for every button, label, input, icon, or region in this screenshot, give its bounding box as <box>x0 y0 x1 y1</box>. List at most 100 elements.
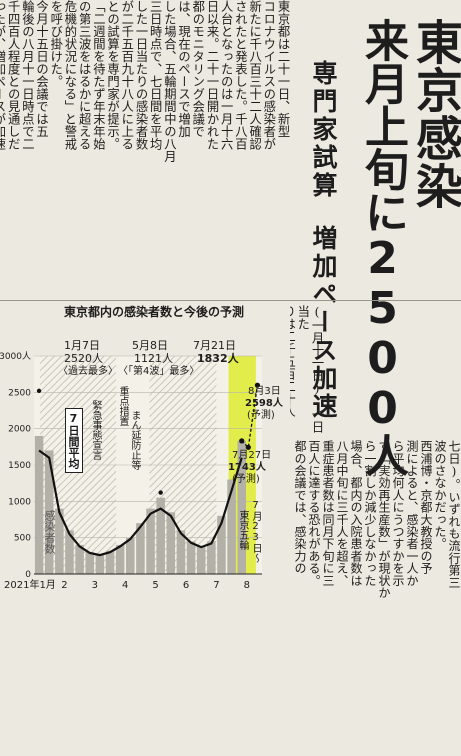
line-seven-day-average <box>38 449 243 557</box>
bar-cases <box>196 546 206 574</box>
annotation-jul27-date: 7月27日 <box>232 450 272 461</box>
bar-cases <box>146 508 155 574</box>
x-tick-label: 4 <box>122 580 128 591</box>
data-point <box>254 382 261 388</box>
bar-cases <box>65 530 74 574</box>
data-point-may8 <box>158 490 163 495</box>
columns_top-line: されたと発表した。千八百 <box>233 0 248 150</box>
bar-cases <box>95 554 105 574</box>
columns_top-line: 「二週間を待たず年末年始 <box>91 0 106 150</box>
columns_top-line: 輪後の八月十一日時点で二 <box>20 0 35 150</box>
label-cases-series: 感染者数 <box>43 510 56 554</box>
data-point-jan7 <box>36 388 42 394</box>
columns_top-line: 都のモニタリング会議で <box>190 0 205 138</box>
columns_top-line: は、現在のペースで増加 <box>176 0 191 138</box>
columns_top-line: 危機的状況になる」と警戒 <box>62 0 77 150</box>
columns_bottom-line: 八月中旬に三千人を超え、 <box>335 440 349 587</box>
bar-cases <box>207 541 216 574</box>
columns_bottom-line: 重症患者数は同月下旬に三 <box>321 440 335 587</box>
bar-cases <box>126 537 135 574</box>
columns_top-line: 日以来。二十一日開かれた <box>204 0 219 150</box>
annotation-jan7-note: 〈過去最多〉 <box>58 366 118 377</box>
columns_bottom-line: 都の会議では、感染力の <box>293 440 307 575</box>
bar-cases <box>115 544 125 574</box>
article-body-bottom: 七日)。いずれも流行第三 波のさなかだった。 西浦博・京都大教授の予 測によると、感染… <box>293 440 461 756</box>
columns_bottom-line: ら平均何人にうつすかを示 <box>391 440 405 587</box>
y-tick-label: 1500 <box>8 461 31 471</box>
y-tick-label: 2500 <box>8 388 31 398</box>
headline-sub-1: 専門家試算 <box>309 60 338 200</box>
bar-cases <box>227 479 236 574</box>
x-tick-label: 6 <box>183 580 189 591</box>
bar-cases <box>217 515 226 574</box>
y-tick-label: 0 <box>25 570 31 580</box>
seven-day-average-label: 7日間平均 <box>65 408 83 473</box>
columns_top-line: との試算を専門家が提示。 <box>105 0 120 150</box>
y-tick-label: 2000 <box>8 425 31 435</box>
annotation-jul21-date: 7月21日 <box>193 339 236 352</box>
separator <box>0 300 461 301</box>
annotation-aug3-value: 2598人 <box>245 398 283 409</box>
x-tick-label: 8 <box>244 580 250 591</box>
y-tick-label: 3000人 <box>0 351 31 362</box>
label-manen-boshi: まん延防止等 <box>129 410 140 470</box>
bar-cases <box>136 523 145 574</box>
columns_bottom-line: 波のさなかだった。 <box>433 440 447 550</box>
x-tick-label: 3 <box>92 580 98 591</box>
columns_top-line: 今月十五日の会議では五 <box>34 0 49 138</box>
bar-cases <box>176 530 186 574</box>
bar-cases <box>166 512 176 574</box>
data-point <box>239 438 245 444</box>
annotation-aug3-date: 8月3日 <box>248 386 281 397</box>
line-forecast <box>241 385 259 449</box>
columns_top-line: ったが、増加ペースが加速 <box>0 0 6 150</box>
label-olympics-date: 7月23日〜 <box>250 500 261 563</box>
x-tick-label: 5 <box>152 580 158 591</box>
columns_top-line: した一日当たりの感染者数 <box>133 0 148 150</box>
bar-cases <box>85 552 94 574</box>
bar-cases <box>55 508 64 574</box>
annotation-aug3-note: (予測) <box>247 410 275 421</box>
columns_top-line: が二千五百九十八人に上る <box>119 0 134 150</box>
article-body-mid: (一月十一日)、一日当た りは二千五百二十人(一月 <box>290 305 324 435</box>
columns_top-line: の第三波をはるかに超える <box>77 0 92 150</box>
columns_bottom-line: 西浦博・京都大教授の予 <box>419 440 433 575</box>
annotation-may8-date: 5月8日 <box>132 339 168 352</box>
columns_top-line: 東京都は二十一日、新型 <box>276 0 290 138</box>
annotation-jul27-value: 1743人 <box>228 462 266 473</box>
bar-cases <box>44 450 54 574</box>
chart-title: 東京都内の感染者数と今後の予測 <box>63 305 244 319</box>
x-tick-label: 2021年1月 <box>4 578 56 591</box>
columns_bottom-line: 測によると、感染者一人か <box>405 440 419 587</box>
headline-sub-2: 増加ペース加速 <box>309 225 338 421</box>
headline-main-2: 来月上旬に2500人 <box>357 18 408 476</box>
annotation-jul27-note: (予測) <box>232 474 260 485</box>
label-priority-measures: 重点措置 <box>117 386 128 426</box>
x-tick-label: 7 <box>213 580 219 591</box>
data-point <box>245 444 251 450</box>
columns_bottom-line: ら一割しか減少しなかった <box>363 440 377 587</box>
x-tick-label: 2 <box>61 580 67 591</box>
annotation-may8-value: 1121人 <box>134 352 173 365</box>
columns_top-line: した場合、五輪期間中の八月 <box>162 0 177 163</box>
columns_top-line: を呼び掛けた。 <box>48 0 63 88</box>
bar-cases <box>186 541 196 574</box>
columns_top-line: 新たに千八百三十二人確認 <box>247 0 262 150</box>
y-tick-label: 1000 <box>8 497 31 507</box>
headline-main-1: 東京感染 <box>407 18 461 210</box>
columns_top-line: 千四百人程度との見通しだ <box>6 0 21 150</box>
bar-cases <box>156 497 165 574</box>
columns_top-line: 人台となったのは一月十六 <box>219 0 234 150</box>
label-olympics: 東京五輪 <box>237 510 248 550</box>
bar-cases <box>105 550 115 574</box>
columns_bottom-line: 場合、都内の入院患者数は <box>349 440 363 587</box>
columns_top-line: 三日時点で、七日間を平均 <box>148 0 163 150</box>
columns_bottom-line: す「実効再生産数」が現状か <box>377 440 391 599</box>
bar-cases <box>237 440 246 574</box>
article-body-top: 東京都は二十一日、新型 コロナウイルスの感染者が 新たに千八百三十二人確認 されたと発… <box>0 0 290 300</box>
bar-cases <box>75 544 84 574</box>
annotation-jan7-date: 1月7日 <box>64 339 100 352</box>
columns_mid-line: (一月十一日)、一日当た <box>295 305 324 434</box>
columns_bottom-line: 百人に達する恐れがある。 <box>307 440 321 587</box>
columns_bottom-line: 七日)。いずれも流行第三 <box>447 440 461 589</box>
